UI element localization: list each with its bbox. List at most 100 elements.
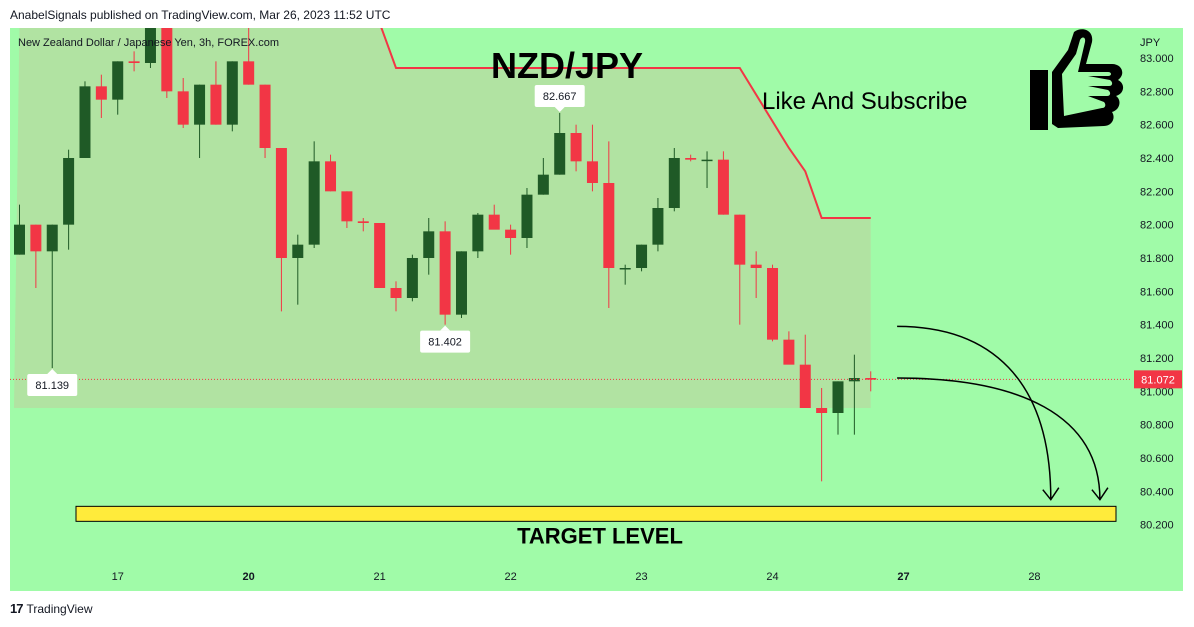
candle-body (63, 158, 75, 225)
candle (767, 264, 779, 342)
candlestick-chart[interactable]: 82.667 81.402 81.139 83.000 82.800 82.600 82.… (10, 28, 1183, 591)
candle-body (30, 224, 42, 252)
x-tick-label: 20 (243, 571, 255, 583)
candle-body (14, 224, 25, 255)
y-tick-label: 80.200 (1140, 520, 1174, 532)
candle (685, 154, 697, 162)
x-tick-label: 27 (897, 571, 909, 583)
candle (243, 28, 255, 85)
forecast-arrow (897, 377, 1101, 500)
candle (439, 221, 451, 325)
x-tick-label: 24 (766, 571, 778, 583)
candle-layer (14, 28, 877, 482)
overlay-layer: 82.667 81.402 81.139 (10, 85, 1130, 522)
candle (701, 151, 713, 188)
price-callout-text: 81.402 (428, 337, 462, 349)
candle (14, 204, 25, 255)
y-tick-label: 82.000 (1140, 220, 1174, 232)
candle-body (685, 158, 697, 160)
forecast-arrow (897, 325, 1052, 500)
candle (308, 141, 320, 248)
chart-title: NZD/JPY (491, 45, 643, 86)
y-tick-label: 82.400 (1140, 153, 1174, 165)
candle-body (816, 408, 828, 413)
candle-body (423, 231, 435, 258)
symbol-description: New Zealand Dollar / Japanese Yen, 3h, F… (18, 37, 279, 49)
price-callout-pointer (47, 369, 58, 374)
candle (472, 213, 484, 258)
candle-body (717, 159, 729, 215)
candle-body (832, 381, 844, 413)
candle-body (308, 161, 320, 245)
candle-body (488, 214, 500, 230)
price-callout-pointer (440, 325, 451, 331)
candle (832, 381, 844, 435)
axis-layer: 83.000 82.800 82.600 82.400 82.200 82.000 81.8… (112, 53, 1182, 583)
price-callout-box (27, 374, 78, 396)
candle (603, 141, 615, 308)
candle-body (586, 161, 598, 183)
price-callout-box (420, 330, 471, 353)
candle (865, 371, 877, 392)
candle (848, 354, 860, 435)
candle-body (243, 61, 255, 85)
candle-body (374, 223, 386, 288)
candle-body (210, 84, 222, 125)
candle-body (95, 86, 107, 100)
candle-body (79, 86, 91, 158)
y-tick-label: 83.000 (1140, 53, 1174, 65)
candle-body (194, 84, 206, 125)
candle-body (865, 378, 877, 380)
tradingview-logo-icon: 17 (10, 601, 24, 616)
y-tick-label: 80.800 (1140, 420, 1174, 432)
candle-body (46, 224, 58, 252)
candle-body (783, 339, 795, 365)
trailing-stop-line (380, 28, 871, 219)
candle-body (537, 174, 549, 195)
last-price-tag-box (1134, 370, 1182, 389)
x-tick-label: 22 (504, 571, 516, 583)
x-tick-label: 17 (112, 571, 124, 583)
price-callout: 82.667 (534, 85, 585, 112)
candle (177, 78, 189, 128)
candle-body (521, 194, 533, 238)
y-tick-label: 82.200 (1140, 186, 1174, 198)
candle-body (357, 221, 369, 223)
x-tick-label: 28 (1028, 571, 1040, 583)
candle (816, 388, 828, 482)
candle-body (455, 251, 467, 315)
candle (95, 74, 107, 118)
candle-body (275, 148, 287, 258)
candle (750, 251, 762, 298)
candle (226, 61, 238, 132)
candle (423, 218, 435, 275)
y-tick-label: 81.600 (1140, 286, 1174, 298)
candle (144, 28, 156, 68)
price-callout: 81.402 (420, 325, 471, 353)
candle (783, 331, 795, 365)
candle (717, 151, 729, 215)
candle-body (226, 61, 238, 125)
candle-body (701, 159, 713, 162)
candle-body (505, 229, 517, 238)
candle (521, 188, 533, 248)
candle (586, 124, 598, 192)
last-price-tag-text: 81.072 (1141, 374, 1175, 386)
candle (210, 61, 222, 125)
candle (619, 264, 631, 285)
y-tick-label: 82.800 (1140, 86, 1174, 98)
chart-panel[interactable]: 82.667 81.402 81.139 83.000 82.800 82.600 82.… (10, 28, 1183, 591)
candle-body (259, 84, 271, 148)
candle (455, 251, 467, 318)
candle (357, 218, 369, 232)
candle (259, 84, 271, 158)
price-callout-text: 81.139 (35, 380, 69, 392)
candle-body (177, 91, 189, 125)
candle (570, 124, 582, 172)
candle (636, 244, 648, 272)
candle (292, 234, 304, 305)
x-tick-label: 21 (374, 571, 386, 583)
candle (325, 154, 337, 192)
candle-body (668, 158, 680, 208)
candle-body (406, 258, 418, 298)
